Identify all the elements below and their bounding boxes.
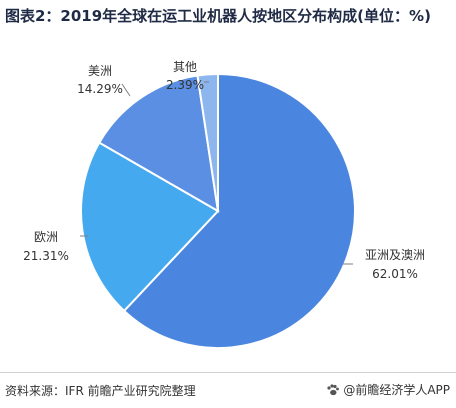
paw-icon <box>327 383 340 395</box>
pie-slice-2 <box>80 141 220 313</box>
brand-text: @前瞻经济学人APP <box>343 383 450 397</box>
slice-name-label: 美洲 <box>88 64 112 78</box>
slice-name-label: 其他 <box>173 60 197 74</box>
slice-name-label: 亚洲及澳洲 <box>365 248 425 262</box>
chart-title: 图表2：2019年全球在运工业机器人按地区分布构成(单位：%) <box>5 7 431 25</box>
leader-lines <box>80 81 353 265</box>
pie-slice-1 <box>122 72 356 349</box>
pie-slices <box>80 72 356 349</box>
brand-credit[interactable]: @前瞻经济学人APP <box>326 381 450 398</box>
pie-chart: 亚洲及澳洲 62.01% 欧洲 21.31% 美洲 14.29% 其他 2.39% <box>23 60 425 349</box>
slice-value-label: 14.29% <box>77 82 123 96</box>
slice-name-label: 欧洲 <box>34 230 58 244</box>
footer: 资料来源：IFR 前瞻产业研究院整理 @前瞻经济学人APP <box>0 372 456 408</box>
slice-labels: 亚洲及澳洲 62.01% 欧洲 21.31% 美洲 14.29% 其他 2.39% <box>23 60 425 281</box>
slice-value-label: 21.31% <box>23 249 69 263</box>
pie-slice-3 <box>97 74 220 213</box>
pie-slice-4 <box>196 72 219 212</box>
slice-value-label: 62.01% <box>372 267 418 281</box>
leader-line <box>121 83 131 97</box>
source-note: 资料来源：IFR 前瞻产业研究院整理 <box>5 384 196 398</box>
slice-value-label: 2.39% <box>166 78 204 92</box>
